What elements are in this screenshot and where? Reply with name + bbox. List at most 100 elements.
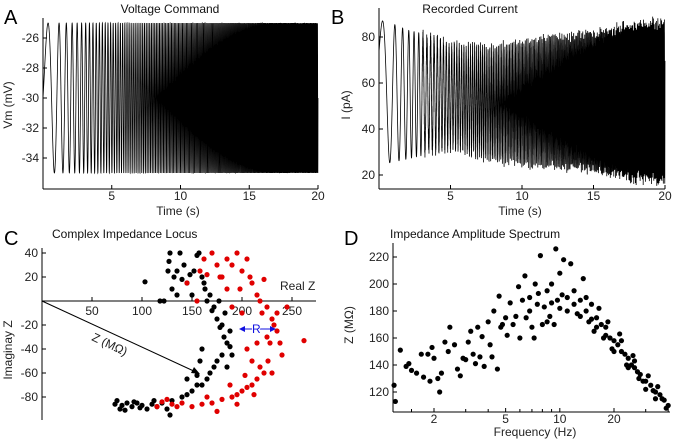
black-data-point xyxy=(174,292,180,298)
y-axis-label-b: I (pA) xyxy=(339,90,353,119)
data-point xyxy=(637,371,643,378)
red-data-point xyxy=(259,310,265,316)
data-point xyxy=(548,300,555,306)
data-point xyxy=(454,366,461,372)
data-point xyxy=(418,351,424,357)
data-point xyxy=(435,375,441,382)
panel-c: C Complex Impedance Locus Real Z Imagina… xyxy=(1,227,316,420)
x-tick-label-d: 2 xyxy=(431,412,438,426)
black-data-point xyxy=(165,268,171,274)
black-data-point xyxy=(201,280,207,286)
black-data-point xyxy=(202,286,208,292)
black-data-point xyxy=(129,404,135,410)
x-tick-label-a: 10 xyxy=(174,189,188,203)
x-axis-label-a: Time (s) xyxy=(156,204,200,218)
black-data-point xyxy=(124,400,130,406)
data-point xyxy=(631,365,638,371)
data-point xyxy=(648,382,654,388)
data-point xyxy=(544,288,550,294)
x-tick-label-b: 10 xyxy=(515,189,529,203)
red-data-point xyxy=(204,394,210,400)
data-point xyxy=(588,316,595,322)
data-point xyxy=(534,301,540,307)
red-data-point xyxy=(209,250,215,256)
y-tick-label-d: 220 xyxy=(369,250,389,264)
data-point xyxy=(527,308,533,314)
black-data-point xyxy=(191,268,197,274)
data-point xyxy=(657,392,663,398)
red-data-point xyxy=(265,358,271,364)
data-point xyxy=(531,335,537,341)
black-data-point xyxy=(179,276,185,282)
arrow-left-icon xyxy=(239,326,245,332)
black-data-point xyxy=(169,286,175,292)
panel-label-d: D xyxy=(344,228,358,250)
black-data-point xyxy=(181,262,187,268)
red-data-point xyxy=(274,328,280,334)
red-data-point xyxy=(184,280,190,286)
x-tick-label-b: 5 xyxy=(447,189,454,203)
red-data-point xyxy=(247,274,253,280)
data-point xyxy=(539,321,545,328)
x-tick-label-b: 15 xyxy=(587,189,601,203)
data-point xyxy=(580,276,586,282)
red-data-point xyxy=(279,352,285,358)
data-point xyxy=(413,370,420,376)
data-point xyxy=(544,319,550,325)
data-point xyxy=(475,324,481,330)
y-tick-label-a: -32 xyxy=(22,121,40,135)
black-data-point xyxy=(112,401,118,407)
data-point xyxy=(391,382,397,388)
x-tick-label-b: 20 xyxy=(658,189,672,203)
data-point xyxy=(463,357,469,363)
data-point xyxy=(547,313,553,319)
data-point xyxy=(645,373,651,379)
data-point xyxy=(451,342,458,348)
panel-a: A Voltage Command Time (s) Vm (mV) 5 10 15… xyxy=(1,2,325,218)
data-point xyxy=(527,294,533,301)
red-data-point xyxy=(239,388,245,394)
red-data-point xyxy=(244,256,250,262)
black-data-point xyxy=(187,272,193,278)
black-data-point xyxy=(131,399,137,405)
red-data-point xyxy=(271,322,277,328)
data-point xyxy=(652,396,659,402)
y-tick-label-c: 20 xyxy=(25,270,39,284)
data-point xyxy=(643,378,649,384)
x-tick-label-c: 100 xyxy=(132,304,152,318)
red-data-point xyxy=(249,382,255,388)
black-data-point xyxy=(169,398,175,404)
black-data-point xyxy=(194,372,200,378)
black-data-point xyxy=(161,298,167,304)
data-point xyxy=(445,348,451,355)
resonance-label: R xyxy=(252,322,261,336)
data-point xyxy=(583,294,589,301)
black-data-point xyxy=(214,316,220,322)
red-data-point xyxy=(234,401,240,407)
data-point xyxy=(557,305,563,311)
red-data-point xyxy=(204,272,210,278)
y-tick-label-a: -28 xyxy=(22,61,40,75)
data-point xyxy=(577,297,583,303)
data-point xyxy=(507,300,513,306)
black-data-point xyxy=(122,407,128,413)
data-point xyxy=(517,335,523,341)
data-point xyxy=(522,273,528,279)
black-data-point xyxy=(151,398,157,404)
chart-title-a: Voltage Command xyxy=(121,2,220,16)
data-point xyxy=(559,292,565,298)
black-data-point xyxy=(189,388,195,394)
red-data-point xyxy=(254,376,260,382)
data-point xyxy=(571,288,577,294)
y-tick-label-a: -30 xyxy=(22,91,40,105)
data-point xyxy=(523,315,529,321)
data-point xyxy=(583,308,589,314)
y-tick-label-c: -80 xyxy=(21,390,39,404)
data-point xyxy=(603,332,609,338)
x-tick-label-a: 20 xyxy=(311,189,325,203)
red-data-point xyxy=(194,298,200,304)
red-data-point xyxy=(269,316,275,322)
red-data-point xyxy=(189,404,195,410)
data-point xyxy=(557,270,563,276)
data-point xyxy=(643,386,649,392)
